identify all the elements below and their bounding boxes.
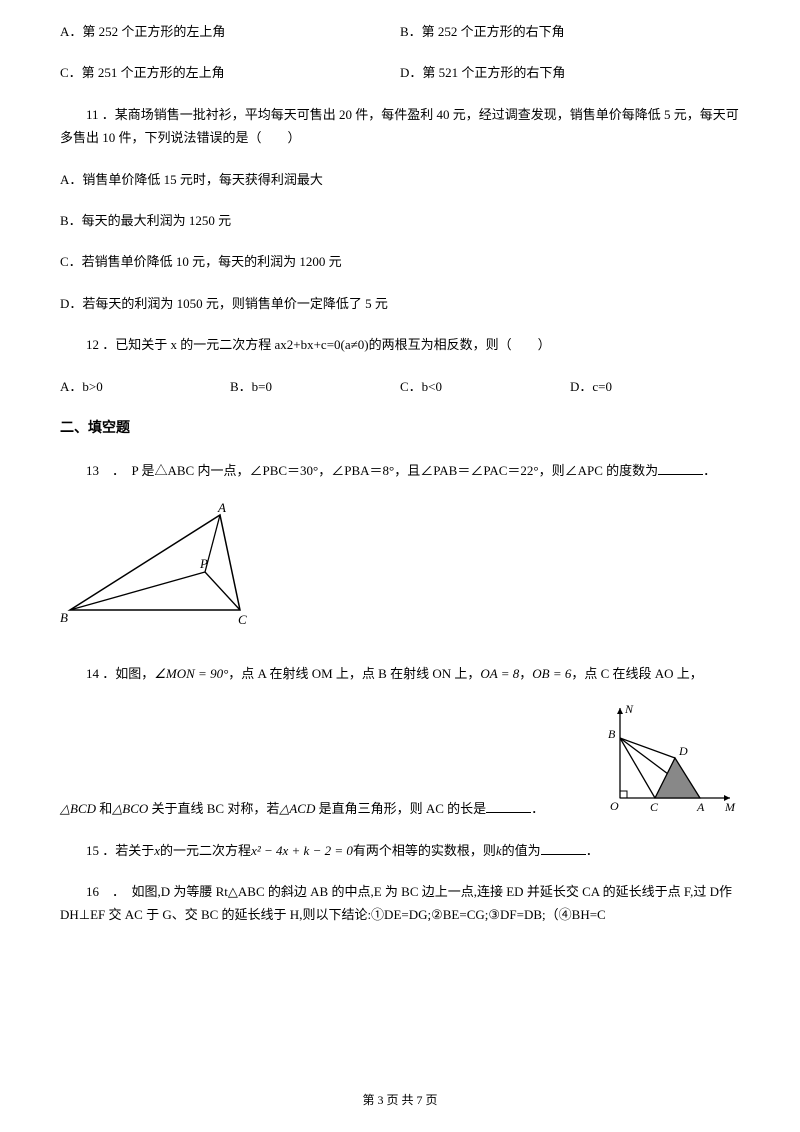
fig14-m: M — [724, 800, 736, 813]
q16-stem: 16 ． 如图,D 为等腰 Rt△ABC 的斜边 AB 的中点,E 为 BC 边… — [60, 880, 740, 927]
q14-tri3: △ACD — [279, 801, 315, 816]
q10-opt-b: B．第 252 个正方形的右下角 — [400, 20, 740, 43]
q15-mid2: 有两个相等的实数根，则 — [353, 843, 496, 858]
q15-tail: ． — [586, 843, 599, 858]
q14-blank — [486, 799, 531, 813]
q14-oa: OA = 8 — [480, 666, 519, 681]
q14-line1: 14 ．如图，∠MON = 90°，点 A 在射线 OM 上，点 B 在射线 O… — [60, 662, 740, 685]
fig13-label-c: C — [238, 612, 247, 627]
q12-opt-d: D．c=0 — [570, 375, 740, 398]
q14-ob: OB = 6 — [532, 666, 571, 681]
q14-figure: N M O B C A D — [600, 703, 740, 820]
q15-mid1: 的一元二次方程 — [160, 843, 251, 858]
q13-blank — [658, 461, 703, 475]
q15-blank — [541, 841, 586, 855]
q10-options-row1: A．第 252 个正方形的左上角 B．第 252 个正方形的右下角 — [60, 20, 740, 43]
q14-tri1: △BCD — [60, 801, 96, 816]
q10-options-row2: C．第 251 个正方形的左上角 D．第 521 个正方形的右下角 — [60, 61, 740, 84]
q13-tail: ． — [703, 463, 716, 478]
fig14-d: D — [678, 744, 688, 758]
q11-opt-d: D．若每天的利润为 1050 元，则销售单价一定降低了 5 元 — [60, 292, 740, 315]
fig13-label-a: A — [217, 500, 226, 515]
fig14-n: N — [624, 703, 634, 716]
q13-figure: A B C P — [60, 500, 740, 637]
q11-stem: 11 ．某商场销售一批衬衫，平均每天可售出 20 件，每件盈利 40 元，经过调… — [60, 103, 740, 150]
q14-mon: ∠MON = 90° — [154, 666, 228, 681]
q14-mid2: 关于直线 BC 对称，若 — [148, 801, 279, 816]
q14-mid: ，点 A 在射线 OM 上，点 B 在射线 ON 上， — [228, 666, 480, 681]
q13-text: 13 ． P 是△ABC 内一点，∠PBC＝30°，∠PBA＝8°，且∠PAB＝… — [86, 463, 658, 478]
q14-tail: ． — [531, 801, 544, 816]
q11-opt-a: A．销售单价降低 15 元时，每天获得利润最大 — [60, 168, 740, 191]
fig14-a: A — [696, 800, 705, 813]
q14-line2-wrap: △BCD 和△BCO 关于直线 BC 对称，若△ACD 是直角三角形，则 AC … — [60, 703, 740, 820]
q11-opt-b: B．每天的最大利润为 1250 元 — [60, 209, 740, 232]
q11-opt-c: C．若销售单价降低 10 元，每天的利润为 1200 元 — [60, 250, 740, 273]
section-2-heading: 二、填空题 — [60, 416, 740, 441]
q14-pre: 14 ．如图， — [86, 666, 154, 681]
q13-stem: 13 ． P 是△ABC 内一点，∠PBC＝30°，∠PBA＝8°，且∠PAB＝… — [60, 459, 740, 482]
q15-pre: 15 ．若关于 — [86, 843, 154, 858]
q15-eq: x² − 4x + k − 2 = 0 — [251, 843, 353, 858]
q15-stem: 15 ．若关于x的一元二次方程x² − 4x + k − 2 = 0有两个相等的… — [60, 839, 740, 862]
fig13-label-p: P — [199, 556, 208, 571]
q12-opt-b: B．b=0 — [230, 375, 400, 398]
fig14-c: C — [650, 800, 659, 813]
q14-end1: ，点 C 在线段 AO 上， — [571, 666, 702, 681]
q14-tri2: △BCO — [112, 801, 148, 816]
fig13-label-b: B — [60, 610, 68, 625]
q14-line2: △BCD 和△BCO 关于直线 BC 对称，若△ACD 是直角三角形，则 AC … — [60, 797, 592, 820]
q14-and: 和 — [96, 801, 112, 816]
fig14-o: O — [610, 799, 619, 813]
q12-options: A．b>0 B．b=0 C．b<0 D．c=0 — [60, 375, 740, 398]
q12-opt-c: C．b<0 — [400, 375, 570, 398]
q10-opt-c: C．第 251 个正方形的左上角 — [60, 61, 400, 84]
q12-opt-a: A．b>0 — [60, 375, 230, 398]
q12-stem: 12 ．已知关于 x 的一元二次方程 ax2+bx+c=0(a≠0)的两根互为相… — [60, 333, 740, 356]
q15-end: 的值为 — [502, 843, 541, 858]
page-footer: 第 3 页 共 7 页 — [0, 1090, 800, 1112]
q10-opt-d: D．第 521 个正方形的右下角 — [400, 61, 740, 84]
q10-opt-a: A．第 252 个正方形的左上角 — [60, 20, 400, 43]
q14-comma1: ， — [519, 666, 532, 681]
q14-end2: 是直角三角形，则 AC 的长是 — [315, 801, 486, 816]
fig14-b: B — [608, 727, 616, 741]
